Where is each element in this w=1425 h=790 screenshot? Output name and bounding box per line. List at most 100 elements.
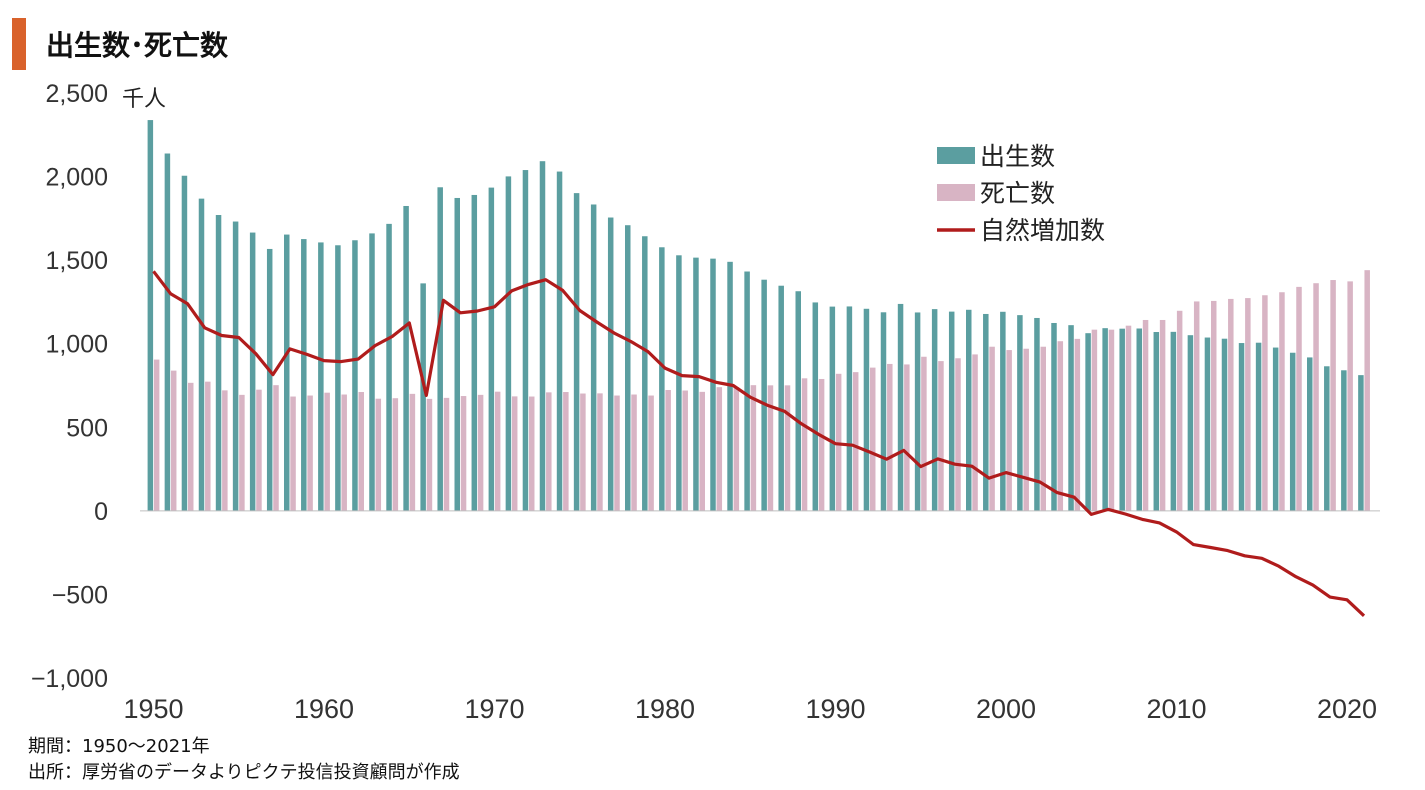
births-bar-1987 [778, 285, 784, 511]
deaths-bar-1990 [835, 373, 842, 511]
deaths-bar-1998 [972, 354, 978, 511]
deaths-bar-1967 [443, 397, 450, 511]
deaths-bar-2008 [1142, 319, 1149, 511]
deaths-bar-2002 [1040, 346, 1046, 511]
births-bar-1956 [249, 232, 256, 511]
births-bar-2011 [1187, 335, 1194, 511]
legend-natural-increase: 自然増加数 [937, 216, 1105, 245]
births-bar-2013 [1221, 338, 1228, 511]
deaths-bar-1976 [597, 393, 603, 511]
births-bar-1991 [846, 306, 853, 511]
x-tick-label: 2000 [976, 694, 1036, 724]
deaths-bar-1970 [494, 391, 501, 511]
births-bar-1966 [420, 283, 426, 511]
deaths-bar-1956 [256, 389, 262, 511]
x-axis-ticks: 1950 1960 1970 1980 1990 2000 2010 2020 [123, 694, 1377, 724]
births-bar-2017 [1289, 352, 1296, 511]
births-bar-2012 [1204, 337, 1211, 511]
births-bar-1999 [983, 313, 989, 511]
births-bar-2005 [1085, 333, 1091, 511]
births-bar-1974 [556, 171, 563, 511]
births-bar-1993 [880, 312, 887, 511]
births-bar-2008 [1136, 328, 1142, 511]
deaths-bar-1952 [188, 382, 194, 511]
deaths-bar-1960 [324, 392, 330, 511]
deaths-bar-1993 [887, 363, 893, 511]
legend-births-label: 出生数 [980, 142, 1055, 171]
deaths-bar-1988 [801, 378, 808, 511]
births-bar-1976 [590, 204, 597, 511]
x-tick-label: 1990 [805, 694, 865, 724]
births-bar-1970 [488, 187, 495, 511]
births-bar-1985 [744, 271, 750, 511]
births-bar-1969 [471, 194, 478, 511]
births-bar-2014 [1238, 343, 1245, 511]
deaths-bar-1983 [716, 387, 723, 511]
births-bar-2020 [1341, 370, 1347, 511]
deaths-bar-1979 [648, 395, 654, 511]
births-bar-1965 [403, 205, 409, 511]
births-bar-1964 [386, 223, 392, 511]
deaths-bar-2014 [1245, 298, 1251, 511]
births-bar-1977 [607, 217, 614, 511]
deaths-bar-1984 [733, 387, 740, 511]
births-bar-2021 [1358, 375, 1364, 511]
births-bar-1953 [198, 198, 205, 511]
deaths-bar-1963 [375, 398, 382, 511]
bar-layer [147, 120, 1370, 511]
deaths-bar-2019 [1330, 280, 1336, 511]
deaths-bar-1994 [904, 364, 910, 511]
deaths-bar-1992 [870, 367, 876, 511]
legend-births: 出生数 [937, 142, 1055, 171]
births-bar-1979 [642, 236, 648, 511]
births-bar-1972 [522, 170, 529, 511]
deaths-bar-2009 [1159, 319, 1166, 511]
deaths-bar-2001 [1023, 348, 1029, 511]
deaths-bar-1955 [239, 394, 245, 511]
births-bar-1986 [761, 279, 767, 511]
births-bar-1962 [352, 240, 358, 511]
deaths-bar-1965 [409, 393, 416, 511]
legend-births-swatch [937, 147, 975, 164]
y-tick-label: 1,000 [45, 331, 108, 359]
births-bar-1995 [914, 312, 921, 511]
births-bar-1960 [318, 242, 324, 511]
births-bar-1973 [539, 161, 546, 511]
y-tick-label: −500 [52, 581, 108, 609]
deaths-bar-2003 [1057, 341, 1064, 511]
deaths-bar-2018 [1313, 283, 1319, 511]
deaths-bar-1953 [205, 381, 211, 511]
deaths-bar-2012 [1211, 300, 1217, 511]
deaths-bar-2015 [1262, 295, 1268, 511]
deaths-bar-1995 [921, 356, 927, 511]
deaths-bar-1986 [767, 385, 774, 511]
deaths-bar-1981 [682, 390, 688, 511]
deaths-bar-1987 [784, 385, 791, 511]
deaths-bar-1961 [341, 394, 347, 511]
deaths-bar-1997 [955, 358, 961, 511]
births-bar-2001 [1017, 315, 1023, 511]
births-bar-1955 [232, 221, 239, 511]
title-accent-bar [12, 18, 26, 70]
deaths-bar-1959 [307, 395, 313, 511]
deaths-bar-1977 [614, 395, 620, 511]
births-bar-1968 [454, 197, 460, 511]
births-bar-2002 [1034, 317, 1040, 511]
y-axis-ticks: 2,500 2,000 1,500 1,000 500 0 −500 −1,000 [31, 80, 108, 693]
deaths-bar-1973 [546, 392, 552, 511]
births-bar-1950 [147, 120, 154, 511]
y-axis-unit: 千人 [122, 87, 166, 112]
deaths-bar-2016 [1279, 292, 1285, 511]
deaths-bar-1989 [818, 378, 825, 511]
births-bar-1998 [966, 309, 972, 511]
births-bar-1980 [659, 247, 665, 511]
births-bar-1975 [573, 193, 580, 511]
births-bar-1982 [693, 257, 699, 511]
deaths-bar-1971 [511, 396, 518, 511]
deaths-bar-1968 [460, 396, 467, 511]
deaths-bar-2000 [1006, 350, 1012, 511]
y-tick-label: 2,000 [45, 164, 108, 192]
x-tick-label: 1970 [464, 694, 524, 724]
births-bar-1994 [897, 303, 904, 511]
births-bar-1971 [505, 176, 512, 511]
